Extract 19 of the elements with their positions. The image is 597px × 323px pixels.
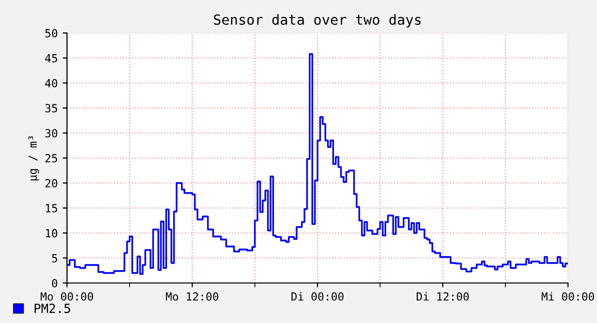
y-tick-label: 10 xyxy=(46,229,58,238)
y-axis-title: µg / m³ xyxy=(28,136,40,180)
x-tick-label: Di 00:00 xyxy=(291,292,344,301)
y-tick-label: 45 xyxy=(45,54,58,62)
y-tick-label: 35 xyxy=(45,104,58,112)
y-tick-label: 40 xyxy=(45,79,58,88)
legend-label: PM2.5 xyxy=(34,304,70,314)
y-tick-label: 0 xyxy=(52,279,58,288)
y-tick-label: 25 xyxy=(45,154,58,162)
y-tick-label: 5 xyxy=(52,254,58,262)
y-tick-label: 15 xyxy=(46,204,58,212)
x-tick-label: Mo 12:00 xyxy=(166,292,218,301)
x-tick-label: Di 12:00 xyxy=(416,292,469,301)
y-tick-label: 20 xyxy=(45,179,58,188)
y-tick-label: 50 xyxy=(45,29,58,38)
x-tick-label: Mo 00:00 xyxy=(40,292,94,301)
x-tick-label: Mi 00:00 xyxy=(542,292,594,301)
chart-title: Sensor data over two days xyxy=(214,14,421,28)
y-tick-label: 30 xyxy=(45,129,58,138)
